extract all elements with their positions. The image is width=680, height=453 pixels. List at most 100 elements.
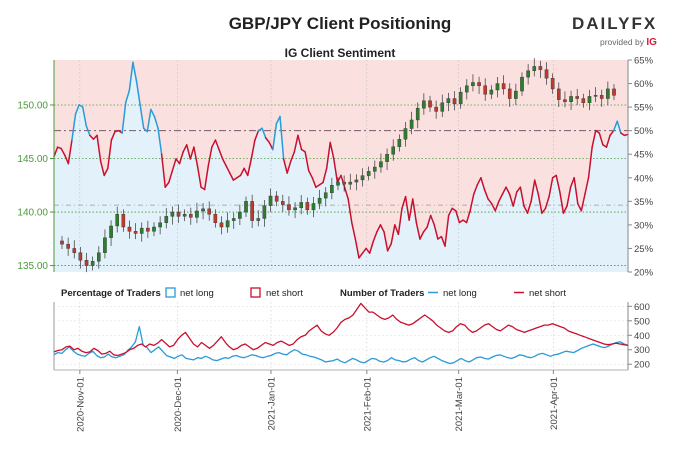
candle-body: [244, 201, 248, 213]
candle-body: [581, 98, 586, 104]
candle-body: [373, 166, 377, 172]
price-tick-label: 150.00: [17, 100, 48, 111]
sentiment-line-segment: [533, 179, 540, 196]
candle-body: [103, 237, 107, 253]
sentiment-line-segment: [250, 139, 256, 160]
sentiment-line-segment: [365, 247, 371, 254]
count-net-short-line: [53, 302, 629, 357]
candle-body: [158, 222, 162, 228]
candle-body: [593, 95, 598, 97]
legend-pct-long-label: net long: [180, 288, 214, 299]
candle-body: [458, 91, 463, 105]
sentiment-line-segment: [175, 158, 181, 165]
sentiment-line-segment: [135, 80, 141, 106]
candle-body: [422, 100, 426, 109]
sentiment-line-segment: [490, 202, 497, 212]
sentiment-line-segment: [153, 115, 159, 130]
sentiment-line-segment: [537, 193, 543, 214]
sentiment-line-segment: [412, 198, 418, 224]
pct-tick-label: 50%: [634, 126, 654, 137]
sentiment-line-segment: [239, 167, 245, 177]
sentiment-line-segment: [89, 134, 95, 140]
sentiment-line-segment: [279, 115, 285, 160]
sentiment-line-segment: [203, 165, 210, 191]
sentiment-line-segment: [404, 195, 410, 221]
candle-body: [78, 252, 83, 261]
sentiment-line-segment: [286, 160, 292, 174]
sentiment-line-segment: [254, 129, 260, 141]
sentiment-line-segment: [81, 106, 88, 127]
sentiment-line-segment: [465, 210, 471, 224]
pct-tick-label: 65%: [634, 56, 654, 67]
sentiment-line-segment: [290, 151, 296, 163]
sentiment-line-segment: [508, 193, 514, 207]
sentiment-line-segment: [368, 240, 375, 254]
sentiment-line-segment: [383, 231, 389, 252]
sentiment-line-segment: [390, 224, 396, 245]
count-tick-label: 400: [634, 331, 650, 342]
candle-body: [317, 197, 322, 204]
sentiment-line-segment: [472, 184, 479, 196]
sentiment-line-segment: [60, 147, 66, 156]
sentiment-line-segment: [577, 202, 583, 212]
sentiment-line-segment: [268, 141, 274, 151]
sentiment-line-segment: [455, 210, 461, 224]
sentiment-line-segment: [555, 174, 561, 193]
sentiment-line-segment: [207, 146, 213, 167]
candle-body: [262, 205, 267, 219]
candle-body: [354, 179, 359, 183]
price-tick-label: 140.00: [17, 208, 48, 219]
candle-body: [146, 227, 150, 232]
x-tick-label: 2020-Nov-01: [75, 377, 86, 432]
sentiment-line-segment: [272, 122, 278, 151]
sentiment-line-segment: [221, 158, 227, 167]
sentiment-line-segment: [476, 177, 482, 186]
candle-body: [219, 222, 224, 228]
logo-brand-left: DAILY: [572, 14, 632, 33]
candle-body: [96, 252, 101, 262]
sentiment-line-segment: [178, 151, 184, 165]
sentiment-line-segment: [157, 127, 163, 155]
sentiment-line-segment: [440, 235, 446, 247]
candle-body: [182, 213, 187, 217]
candle-body: [311, 203, 316, 211]
sentiment-line-segment: [311, 177, 317, 188]
price-sentiment-chart: 135.00 140.00 145.00 150.00 20% 25% 30% 35% 40% 4…: [17, 56, 653, 279]
sentiment-line-segment: [429, 214, 436, 226]
candle-body: [72, 248, 77, 253]
sentiment-line-segment: [211, 139, 217, 148]
sentiment-line-segment: [67, 139, 73, 165]
candle-body: [207, 208, 212, 215]
sentiment-line-segment: [386, 242, 392, 252]
sentiment-line-segment: [125, 89, 131, 104]
candle-body: [66, 243, 70, 249]
sentiment-line-segment: [401, 195, 407, 210]
candle-body: [231, 218, 236, 221]
count-net-long-line: [53, 325, 629, 365]
candle-body: [60, 240, 64, 245]
candle-body: [188, 213, 193, 218]
pct-tick-label: 45%: [634, 150, 654, 161]
pct-tick-label: 35%: [634, 197, 654, 208]
candle-body: [299, 202, 304, 208]
candle-body: [330, 185, 334, 193]
candle-body: [434, 106, 438, 112]
net-short-area: [54, 60, 628, 258]
candle-body: [225, 220, 230, 228]
sentiment-line-segment: [99, 160, 105, 177]
logo-provided-by: provided by IG: [600, 37, 657, 48]
candle-body: [514, 90, 518, 99]
pct-tick-label: 20%: [634, 268, 654, 279]
sentiment-line-segment: [229, 172, 235, 181]
legend: Percentage of Traders net long net short Nu…: [61, 287, 566, 299]
sentiment-line-segment: [426, 214, 432, 228]
sentiment-line-segment: [85, 125, 91, 137]
candle-body: [415, 107, 420, 121]
sentiment-line-segment: [559, 191, 565, 214]
sentiment-line-segment: [433, 224, 439, 240]
sentiment-line-segment: [623, 133, 629, 137]
candle-body: [213, 213, 218, 223]
candle-body: [550, 78, 555, 90]
candle-body: [201, 208, 205, 212]
